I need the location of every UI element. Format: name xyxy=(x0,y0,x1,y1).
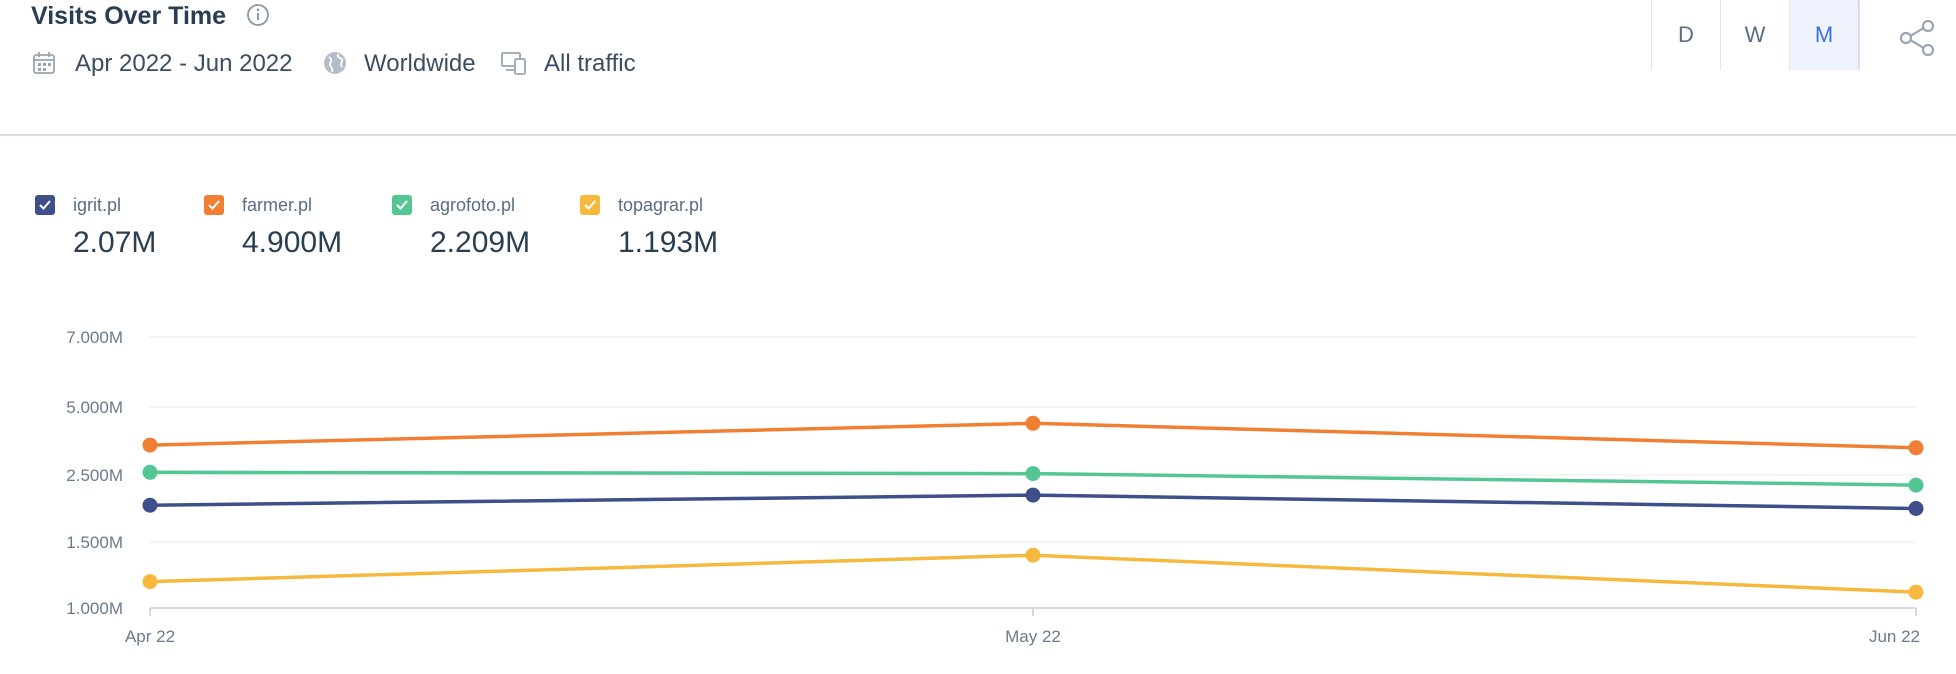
calendar-icon xyxy=(31,50,57,81)
period-button-week[interactable]: W xyxy=(1721,0,1790,70)
legend-value: 2.07M xyxy=(73,226,157,259)
share-icon[interactable] xyxy=(1897,18,1937,63)
y-tick-label: 7.000M xyxy=(66,328,123,347)
data-point[interactable] xyxy=(1025,415,1041,431)
data-point[interactable] xyxy=(1025,466,1041,482)
y-tick-label: 1.500M xyxy=(66,533,123,552)
data-point[interactable] xyxy=(142,437,158,453)
y-tick-label: 5.000M xyxy=(66,398,123,417)
date-range[interactable]: Apr 2022 - Jun 2022 xyxy=(75,50,293,77)
data-point[interactable] xyxy=(1908,440,1924,456)
x-tick-label: May 22 xyxy=(1005,627,1061,646)
legend-name: farmer.pl xyxy=(242,195,313,215)
data-point[interactable] xyxy=(1025,487,1041,503)
data-point[interactable] xyxy=(142,464,158,480)
legend-value: 2.209M xyxy=(430,226,531,259)
data-point[interactable] xyxy=(1908,584,1924,600)
legend-value: 4.900M xyxy=(242,226,343,259)
x-tick-label: Jun 22 xyxy=(1869,627,1920,646)
legend-name: agrofoto.pl xyxy=(430,195,516,215)
legend-value: 1.193M xyxy=(618,226,719,259)
y-tick-label: 2.500M xyxy=(66,466,123,485)
data-point[interactable] xyxy=(142,574,158,590)
checkbox-icon[interactable] xyxy=(204,195,224,215)
line-chart: 1.000M 1.500M 2.500M 5.000M 7.000M Apr 22 May … xyxy=(66,328,1924,646)
chart-header: Visits Over Time Apr 2022 - Jun 2022 Wor… xyxy=(0,0,1956,136)
y-tick-label: 1.000M xyxy=(66,599,123,618)
region-filter[interactable]: Worldwide xyxy=(364,50,476,77)
globe-icon xyxy=(322,50,348,81)
data-point[interactable] xyxy=(142,497,158,513)
data-point[interactable] xyxy=(1908,477,1924,493)
info-icon[interactable] xyxy=(246,3,270,32)
x-tick-label: Apr 22 xyxy=(125,627,175,646)
legend-name: topagrar.pl xyxy=(618,195,704,215)
period-button-day[interactable]: D xyxy=(1652,0,1721,70)
period-button-month[interactable]: M xyxy=(1790,0,1859,70)
checkbox-icon[interactable] xyxy=(35,195,55,215)
checkbox-icon[interactable] xyxy=(392,195,412,215)
traffic-filter[interactable]: All traffic xyxy=(544,50,636,77)
data-point[interactable] xyxy=(1908,501,1924,516)
checkbox-icon[interactable] xyxy=(580,195,600,215)
page-title: Visits Over Time xyxy=(31,2,227,30)
device-icon xyxy=(500,50,528,81)
legend-name: igrit.pl xyxy=(73,195,122,215)
data-point[interactable] xyxy=(1025,547,1041,563)
period-toggle: D W M xyxy=(1651,0,1860,70)
